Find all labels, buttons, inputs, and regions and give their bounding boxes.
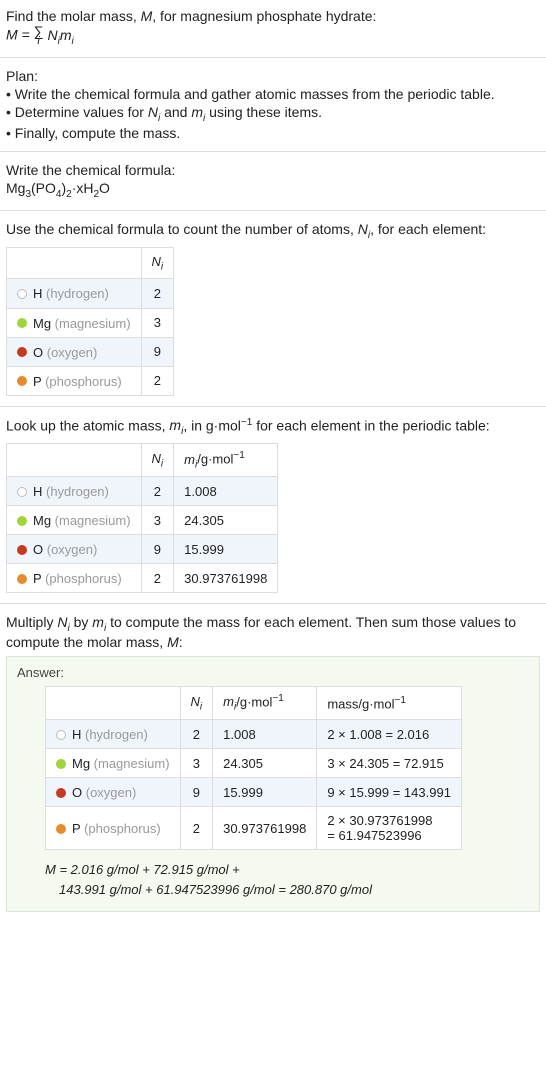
table-row: P (phosphorus)230.9737619982 × 30.973761… [46, 807, 462, 850]
mass-cell: 2 × 1.008 = 2.016 [317, 720, 462, 749]
ni-cell: 3 [180, 749, 213, 778]
count-intro: Use the chemical formula to count the nu… [6, 221, 540, 241]
plan-bullet-3: • Finally, compute the mass. [6, 125, 540, 141]
eq-mi: mi [60, 27, 74, 43]
multiply-intro: Multiply Ni by mi to compute the mass fo… [6, 614, 540, 650]
mi-cell: 24.305 [213, 749, 317, 778]
mass-cell: 3 × 24.305 = 72.915 [317, 749, 462, 778]
ni-cell: 2 [141, 366, 174, 395]
plan-bullet-2: • Determine values for Ni and mi using t… [6, 104, 540, 124]
ni-cell: 9 [141, 535, 174, 564]
table-row: Mg (magnesium)324.3053 × 24.305 = 72.915 [46, 749, 462, 778]
mi-cell: 15.999 [174, 535, 278, 564]
mi-cell: 1.008 [213, 720, 317, 749]
ni-cell: 2 [180, 720, 213, 749]
element-cell: Mg (magnesium) [7, 308, 142, 337]
answer-box: Answer: Ni mi/g·mol−1 mass/g·mol−1 H (hy… [6, 656, 540, 912]
intro-M: M [141, 8, 153, 24]
element-cell: O (oxygen) [7, 535, 142, 564]
table-lookup: Ni mi/g·mol−1 H (hydrogen)21.008Mg (magn… [6, 443, 278, 593]
mi-cell: 24.305 [174, 506, 278, 535]
element-cell: P (phosphorus) [7, 564, 142, 593]
ni-cell: 9 [180, 778, 213, 807]
ni-cell: 3 [141, 506, 174, 535]
table-row: H (hydrogen)21.008 [7, 477, 278, 506]
ni-cell: 9 [141, 337, 174, 366]
mass-cell: 9 × 15.999 = 143.991 [317, 778, 462, 807]
plan-bullet-1: • Write the chemical formula and gather … [6, 86, 540, 102]
table-row: O (oxygen)915.9999 × 15.999 = 143.991 [46, 778, 462, 807]
ni-cell: 3 [141, 308, 174, 337]
plan-block: Plan: • Write the chemical formula and g… [0, 60, 546, 150]
table-row: P (phosphorus)230.973761998 [7, 564, 278, 593]
ni-cell: 2 [141, 477, 174, 506]
answer-equation: M = 2.016 g/mol + 72.915 g/mol + 143.991… [45, 860, 529, 899]
eq-Ni: Ni [44, 27, 60, 43]
table-header-row: Ni [7, 247, 174, 279]
intro-text: Find the molar mass, [6, 8, 141, 24]
count-block: Use the chemical formula to count the nu… [0, 213, 546, 404]
multiply-block: Multiply Ni by mi to compute the mass fo… [0, 606, 546, 920]
plan-title: Plan: [6, 68, 540, 84]
element-cell: O (oxygen) [7, 337, 142, 366]
ni-cell: 2 [141, 564, 174, 593]
lookup-intro: Look up the atomic mass, mi, in g·mol−1 … [6, 417, 540, 437]
table-row: O (oxygen)915.999 [7, 535, 278, 564]
eq-left: M = [6, 27, 34, 43]
table-header-blank [7, 247, 142, 279]
element-cell: P (phosphorus) [7, 366, 142, 395]
intro-line: Find the molar mass, M, for magnesium ph… [6, 8, 540, 24]
element-cell: Mg (magnesium) [7, 506, 142, 535]
mi-cell: 30.973761998 [174, 564, 278, 593]
intro-text2: , for magnesium phosphate hydrate: [152, 8, 376, 24]
table-count: Ni H (hydrogen)2Mg (magnesium)3O (oxygen… [6, 247, 174, 396]
table-row: P (phosphorus)2 [7, 366, 174, 395]
answer-eq-line1: M = 2.016 g/mol + 72.915 g/mol + [45, 860, 529, 880]
element-cell: H (hydrogen) [7, 477, 142, 506]
table-row: H (hydrogen)2 [7, 279, 174, 308]
lookup-block: Look up the atomic mass, mi, in g·mol−1 … [0, 409, 546, 602]
element-cell: O (oxygen) [46, 778, 181, 807]
mass-cell: 2 × 30.973761998= 61.947523996 [317, 807, 462, 850]
mi-cell: 15.999 [213, 778, 317, 807]
table-row: H (hydrogen)21.0082 × 1.008 = 2.016 [46, 720, 462, 749]
answer-title: Answer: [17, 665, 529, 680]
table-header-row: Ni mi/g·mol−1 [7, 444, 278, 477]
intro-equation: M = ∑i Nimi [6, 26, 540, 47]
mi-cell: 1.008 [174, 477, 278, 506]
mi-cell: 30.973761998 [213, 807, 317, 850]
table-header-row: Ni mi/g·mol−1 mass/g·mol−1 [46, 687, 462, 720]
chemformula-block: Write the chemical formula: Mg3(PO4)2·xH… [0, 154, 546, 208]
ni-cell: 2 [141, 279, 174, 308]
table-row: O (oxygen)9 [7, 337, 174, 366]
ni-cell: 2 [180, 807, 213, 850]
table-header-ni: Ni [141, 247, 174, 279]
intro-block: Find the molar mass, M, for magnesium ph… [0, 0, 546, 55]
table-answer: Ni mi/g·mol−1 mass/g·mol−1 H (hydrogen)2… [45, 686, 462, 850]
element-cell: P (phosphorus) [46, 807, 181, 850]
chemformula-value: Mg3(PO4)2·xH2O [6, 180, 540, 200]
sigma-icon: ∑i [34, 26, 44, 46]
table-row: Mg (magnesium)324.305 [7, 506, 278, 535]
element-cell: Mg (magnesium) [46, 749, 181, 778]
element-cell: H (hydrogen) [46, 720, 181, 749]
chemformula-title: Write the chemical formula: [6, 162, 540, 178]
element-cell: H (hydrogen) [7, 279, 142, 308]
table-row: Mg (magnesium)3 [7, 308, 174, 337]
answer-eq-line2: 143.991 g/mol + 61.947523996 g/mol = 280… [59, 880, 529, 900]
